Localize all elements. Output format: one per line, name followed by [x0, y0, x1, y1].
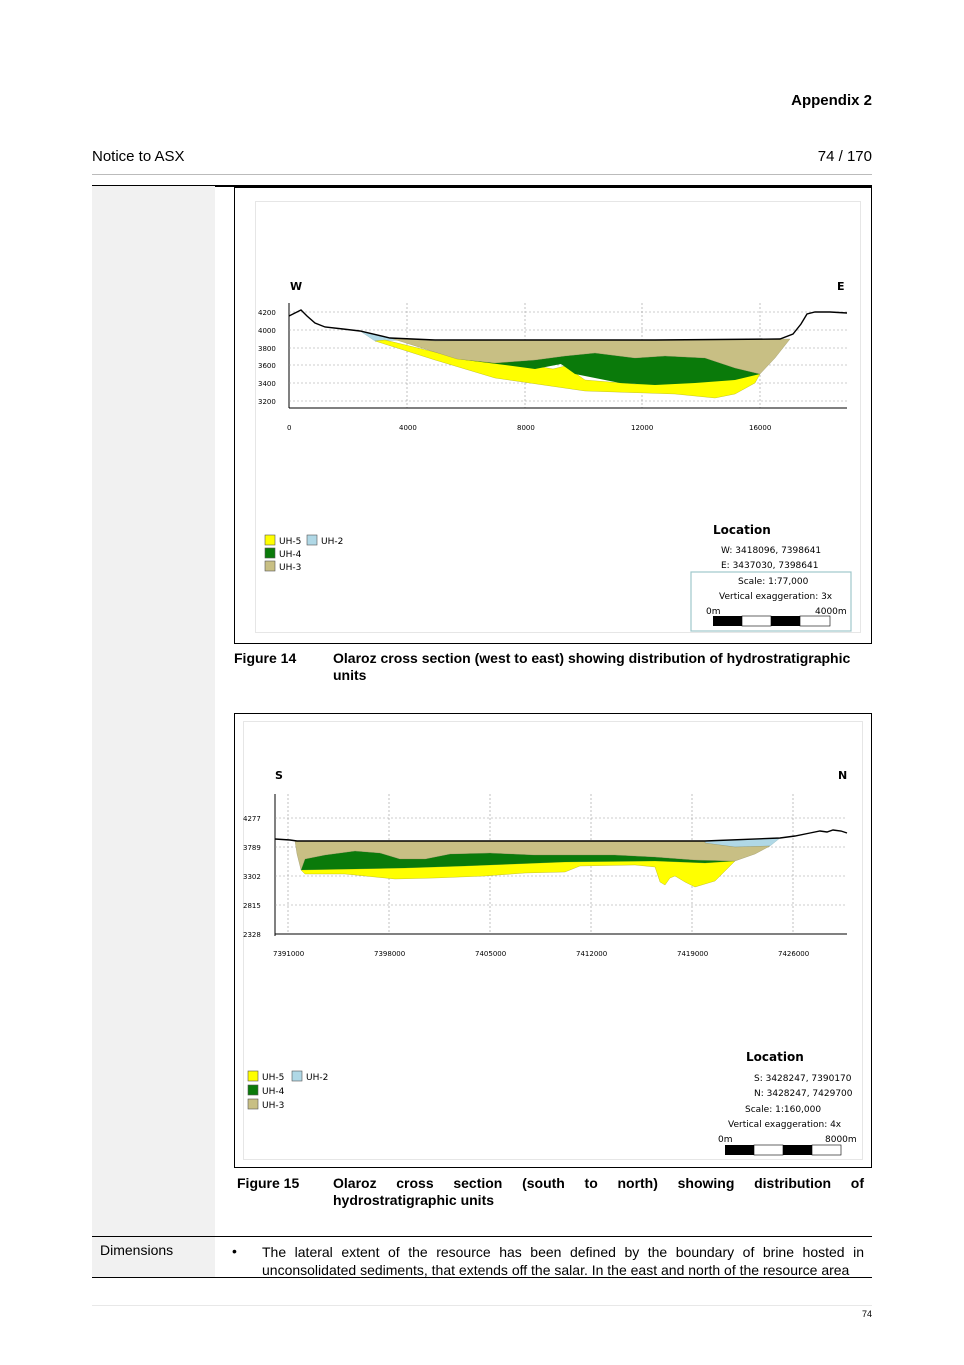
y-axis: 4277 3789 3302 2815 2328	[243, 794, 276, 939]
location-north: N: 3428247, 7429700	[754, 1089, 853, 1099]
x-tick-label: 4000	[399, 424, 417, 432]
legend-swatch-uh2	[291, 1070, 303, 1082]
y-tick-label: 2328	[243, 931, 261, 939]
legend-label-uh3: UH-3	[262, 1101, 284, 1111]
footer-rule	[92, 1305, 872, 1306]
x-axis: 7391000 7398000 7405000 7412000 7419000 …	[273, 933, 847, 958]
figure-14-cross-section: W E 4200 4000 3800 3600 3400 3200	[258, 280, 852, 632]
y-tick-label: 3789	[243, 844, 261, 852]
legend-swatch-uh2	[306, 534, 318, 546]
unit-uh4	[301, 851, 735, 870]
location-title: Location	[713, 523, 771, 537]
page-counter: 74 / 170	[817, 148, 872, 165]
scale-text: Scale: 1:160,000	[745, 1105, 821, 1115]
figure-15-frame: S N 4277 3789 3302 2815 2328	[234, 713, 872, 1168]
figure-14-label: Figure 14	[234, 650, 297, 666]
scale-text: Scale: 1:77,000	[738, 577, 809, 587]
legend-label-uh2: UH-2	[306, 1073, 328, 1083]
dimensions-text: The lateral extent of the resource has b…	[262, 1244, 864, 1278]
x-tick-label: 7412000	[576, 950, 607, 958]
bullet-marker: •	[232, 1243, 237, 1259]
y-tick-label: 4000	[258, 327, 276, 335]
y-tick-label: 3800	[258, 345, 276, 353]
x-tick-label: 7426000	[778, 950, 809, 958]
x-tick-label: 7419000	[677, 950, 708, 958]
legend: UH-5 UH-2 UH-4 UH-3	[247, 1070, 328, 1111]
unit-uh3	[294, 840, 771, 871]
row-bottom-rule	[92, 1277, 872, 1278]
figure-14-caption: Olaroz cross section (west to east) show…	[333, 650, 851, 683]
legend-swatch-uh5	[264, 534, 276, 546]
header-rule	[92, 174, 872, 175]
legend-label-uh5: UH-5	[262, 1073, 284, 1083]
legend-label-uh2: UH-2	[321, 537, 343, 547]
legend-swatch-uh3	[247, 1098, 259, 1110]
figure-15-label: Figure 15	[237, 1175, 300, 1191]
legend-label-uh3: UH-3	[279, 563, 301, 573]
y-tick-label: 4200	[258, 309, 276, 317]
appendix-heading: Appendix 2	[791, 92, 872, 109]
figure-14-frame: W E 4200 4000 3800 3600 3400 3200	[234, 187, 872, 644]
y-tick-label: 4277	[243, 815, 261, 823]
x-tick-label: 0	[287, 424, 291, 432]
table-label-column	[92, 186, 215, 1277]
y-axis: 4200 4000 3800 3600 3400 3200	[258, 303, 290, 408]
x-axis: 0 4000 8000 12000 16000	[287, 407, 847, 432]
table-top-border	[92, 185, 872, 187]
legend-label-uh4: UH-4	[262, 1087, 285, 1097]
scalebar-end: 8000m	[825, 1135, 857, 1145]
direction-south: S	[275, 769, 283, 782]
topographic-profile	[274, 829, 848, 842]
x-tick-label: 7405000	[475, 950, 506, 958]
y-tick-label: 3400	[258, 380, 276, 388]
footer-page-number: 74	[861, 1309, 872, 1319]
legend-label-uh4: UH-4	[279, 550, 302, 560]
x-tick-label: 7398000	[374, 950, 405, 958]
location-title: Location	[746, 1050, 804, 1064]
legend-swatch-uh5	[247, 1070, 259, 1082]
legend-swatch-uh3	[264, 560, 276, 572]
location-west: W: 3418096, 7398641	[721, 546, 821, 556]
x-tick-label: 7391000	[273, 950, 304, 958]
vertical-exaggeration: Vertical exaggeration: 4x	[728, 1120, 842, 1130]
notice-title: Notice to ASX	[92, 148, 185, 165]
unit-uh5	[300, 860, 736, 888]
x-tick-label: 16000	[749, 424, 771, 432]
legend-swatch-uh4	[247, 1084, 259, 1096]
scalebar	[725, 1144, 842, 1156]
x-tick-label: 12000	[631, 424, 653, 432]
legend-swatch-uh4	[264, 547, 276, 559]
topographic-profile	[288, 309, 848, 341]
direction-west: W	[290, 280, 302, 293]
direction-north: N	[838, 769, 847, 782]
location-south: S: 3428247, 7390170	[754, 1074, 852, 1084]
row-label-dimensions: Dimensions	[100, 1242, 174, 1258]
unit-uh4	[457, 353, 760, 385]
scalebar-end: 4000m	[815, 607, 847, 617]
y-tick-label: 3600	[258, 362, 276, 370]
scalebar	[713, 615, 831, 627]
y-tick-label: 3200	[258, 398, 276, 406]
figure-15-cross-section: S N 4277 3789 3302 2815 2328	[243, 769, 857, 1156]
legend: UH-5 UH-2 UH-4 UH-3	[264, 534, 343, 573]
scalebar-start: 0m	[718, 1135, 733, 1145]
vertical-exaggeration: Vertical exaggeration: 3x	[719, 592, 833, 602]
location-east: E: 3437030, 7398641	[721, 561, 818, 571]
x-tick-label: 8000	[517, 424, 535, 432]
row-top-rule	[92, 1236, 872, 1237]
scalebar-start: 0m	[706, 607, 721, 617]
legend-label-uh5: UH-5	[279, 537, 301, 547]
scale-box	[690, 571, 852, 632]
y-tick-label: 3302	[243, 873, 261, 881]
direction-east: E	[837, 280, 845, 293]
figure-15-caption: Olaroz cross section (south to north) sh…	[333, 1175, 864, 1208]
y-tick-label: 2815	[243, 902, 261, 910]
